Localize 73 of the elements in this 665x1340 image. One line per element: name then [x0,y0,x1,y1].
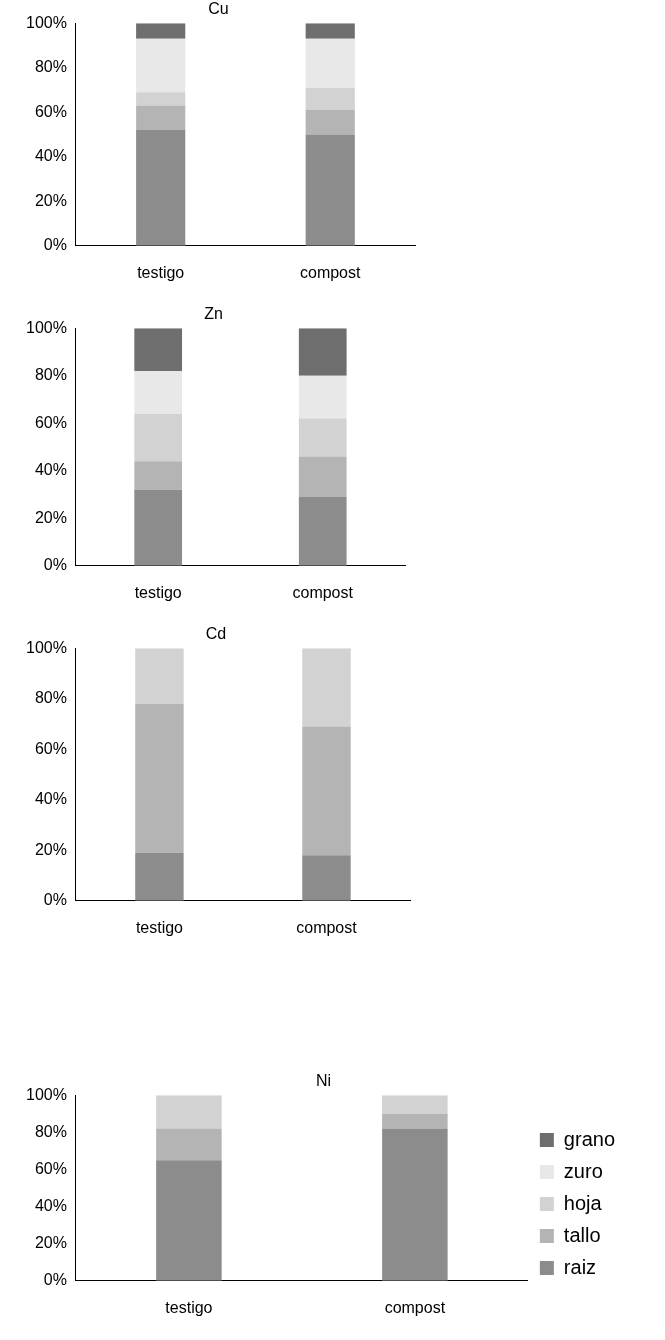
bar [298,456,347,497]
bar [305,110,355,135]
bar [302,648,351,727]
legend-label: tallo [563,1223,601,1246]
y-tick-label: 0% [43,1271,67,1289]
y-tick-label: 60% [34,739,67,757]
x-tick-label: testigo [165,1298,213,1316]
bar [302,855,351,901]
y-tick-label: 20% [34,508,67,526]
y-tick-label: 80% [34,58,67,76]
y-tick-label: 100% [26,1085,67,1103]
x-tick-label: compost [384,1298,446,1316]
bar [382,1128,448,1281]
bar [305,23,355,39]
bar [135,852,184,901]
y-tick-label: 80% [34,366,67,384]
y-tick-label: 80% [34,1122,67,1140]
y-tick-label: 40% [34,1196,67,1214]
y-tick-label: 0% [43,891,67,909]
bar [134,370,183,414]
bar [382,1095,448,1114]
bar [298,496,347,566]
y-tick-label: 60% [34,413,67,431]
bar [136,92,186,106]
bar [382,1113,448,1129]
bar [134,413,183,462]
x-tick-label: testigo [137,263,185,281]
bar [136,130,186,246]
y-tick-label: 100% [26,318,67,336]
bar [134,328,183,371]
y-tick-label: 40% [34,147,67,165]
x-tick-label: compost [292,583,354,601]
y-tick-label: 40% [34,461,67,479]
bar [298,418,347,457]
y-tick-label: 20% [34,191,67,209]
bar [298,375,347,419]
bar [305,87,355,111]
bar [156,1095,222,1129]
bar [302,726,351,856]
chart-title: Ni [315,1072,332,1090]
y-tick-label: 20% [34,840,67,858]
y-tick-label: 100% [26,13,67,31]
y-tick-label: 60% [34,102,67,120]
x-tick-label: testigo [134,583,182,601]
y-tick-label: 40% [34,790,67,808]
chart-title: Zn [204,305,223,323]
bar [136,23,186,39]
bar [298,328,347,376]
x-tick-label: testigo [135,918,184,936]
legend-label: grano [563,1127,615,1150]
y-tick-label: 0% [43,236,67,254]
y-tick-label: 100% [26,638,67,656]
y-tick-label: 60% [34,1159,67,1177]
bar [305,134,355,246]
bar [156,1160,222,1281]
bar [134,489,183,566]
bar [136,38,186,93]
bar [134,461,183,490]
x-tick-label: compost [300,263,362,281]
legend-label: zuro [563,1159,603,1182]
bar [135,703,184,853]
y-tick-label: 20% [34,1234,67,1252]
x-tick-label: compost [296,918,358,936]
y-tick-label: 0% [43,556,67,574]
bar [305,38,355,88]
chart-title: Cd [205,625,227,643]
legend-label: hoja [563,1191,603,1214]
y-tick-label: 80% [34,689,67,707]
legend-label: raiz [563,1255,597,1278]
bar [156,1128,222,1161]
chart-title: Cu [208,0,229,18]
bar [136,105,186,131]
bar [135,648,184,704]
